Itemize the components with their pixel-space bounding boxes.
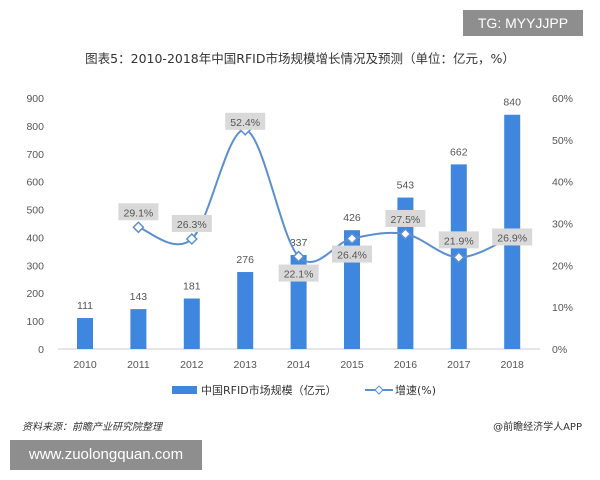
bar (77, 318, 93, 349)
growth-value-label: 26.9% (497, 232, 527, 244)
bar-value-label: 111 (77, 300, 93, 312)
growth-value-label: 29.1% (124, 207, 154, 219)
growth-value-label: 21.9% (444, 235, 474, 247)
source-note: 资料来源：前瞻产业研究院整理 (22, 422, 162, 433)
watermark-bottom: www.zuolongquan.com (10, 440, 202, 470)
growth-label-box (385, 209, 426, 227)
growth-marker (132, 221, 145, 234)
bar (183, 298, 200, 349)
watermark-top: TG: MYYJJPP (463, 10, 583, 36)
x-tick-label: 2013 (234, 359, 258, 371)
legend-line-label: 增速(%) (395, 383, 436, 397)
bar-value-label: 276 (236, 254, 254, 266)
y-right-tick-label: 0% (552, 344, 567, 356)
growth-marker (345, 232, 359, 245)
y-left-tick-label: 500 (26, 205, 44, 217)
growth-label-box (332, 245, 372, 263)
bar (130, 309, 147, 349)
y-left-tick-label: 200 (26, 288, 44, 300)
growth-label-box (492, 228, 533, 246)
y-left-tick-label: 400 (26, 232, 44, 244)
y-right-tick-label: 20% (552, 260, 573, 272)
growth-value-label: 22.1% (284, 269, 314, 281)
growth-value-label: 26.3% (177, 219, 207, 231)
y-right-tick-label: 30% (552, 219, 573, 231)
bar-value-label: 143 (130, 291, 148, 303)
x-tick-label: 2018 (501, 359, 525, 371)
growth-label-box (438, 231, 479, 249)
growth-label-box (171, 214, 212, 232)
y-right-tick-label: 40% (552, 177, 573, 189)
growth-label-box (278, 264, 319, 282)
bar-value-label: 337 (290, 237, 308, 249)
bar (237, 272, 254, 349)
x-tick-label: 2012 (180, 359, 204, 371)
y-right-tick-label: 10% (552, 302, 573, 314)
legend-bar-label: 中国RFID市场规模（亿元） (201, 383, 337, 397)
x-tick-label: 2010 (73, 359, 97, 371)
growth-marker (399, 227, 412, 241)
growth-marker (185, 232, 198, 246)
x-tick-label: 2017 (447, 359, 471, 371)
legend-line-marker (374, 385, 384, 395)
growth-marker (452, 251, 465, 264)
credit: @前瞻经济学人APP (493, 422, 582, 433)
x-tick-label: 2016 (394, 359, 418, 371)
bar-value-label: 426 (343, 212, 361, 224)
y-left-tick-label: 600 (26, 177, 44, 189)
x-tick-label: 2014 (287, 359, 311, 371)
bar-value-label: 543 (397, 180, 415, 192)
growth-value-label: 52.4% (230, 117, 260, 129)
growth-value-label: 27.5% (391, 214, 421, 226)
legend-bar-swatch (172, 386, 197, 394)
y-right-tick-label: 50% (552, 135, 573, 147)
bar-value-label: 662 (450, 146, 468, 158)
y-left-tick-label: 300 (26, 260, 44, 272)
y-left-tick-label: 100 (26, 316, 44, 328)
y-left-tick-label: 900 (26, 93, 44, 105)
bar-value-label: 840 (503, 97, 521, 109)
x-tick-label: 2015 (340, 359, 364, 371)
bar-value-label: 181 (183, 281, 201, 293)
growth-label-box (118, 203, 159, 221)
chart-title: 图表5：2010-2018年中国RFID市场规模增长情况及预测（单位：亿元，%） (85, 51, 515, 66)
y-left-tick-label: 0 (38, 344, 44, 356)
growth-label-box (225, 112, 266, 130)
y-left-tick-label: 700 (26, 149, 44, 161)
y-left-tick-label: 800 (26, 121, 44, 133)
growth-value-label: 26.4% (337, 250, 367, 262)
growth-marker (292, 250, 305, 263)
y-right-tick-label: 60% (552, 93, 573, 105)
x-tick-label: 2011 (127, 359, 150, 371)
